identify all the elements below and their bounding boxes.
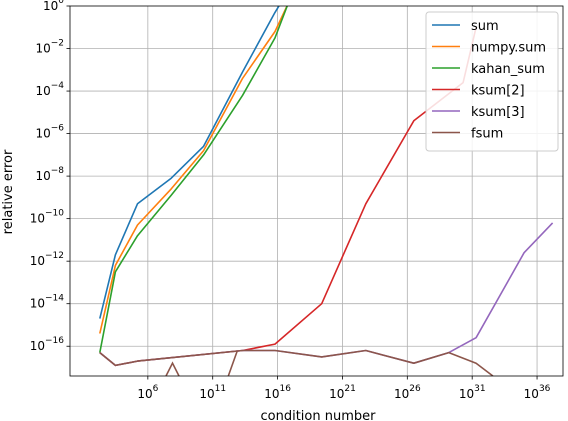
legend-entry: fsum	[471, 127, 503, 142]
x-tick-label: 1021	[329, 384, 356, 401]
legend: sum numpy.sum kahan_sum ksum[2] ksum[3] fsum	[425, 11, 559, 152]
y-tick-label: 10−4	[35, 81, 64, 98]
y-tick-label: 10−2	[35, 39, 64, 56]
x-tick-label: 1026	[394, 384, 421, 401]
legend-entry: ksum[3]	[471, 105, 525, 120]
plot-frame	[69, 5, 564, 377]
y-tick-label: 10−8	[35, 166, 64, 183]
x-tick-label: 1031	[459, 384, 486, 401]
legend-entry: sum	[471, 19, 499, 34]
x-axis-label: condition number	[261, 409, 377, 421]
x-tick-label: 1011	[199, 384, 226, 401]
series-line-0	[99, 6, 280, 319]
series-line-5	[99, 349, 494, 376]
series-line-1	[99, 6, 288, 334]
legend-entry: kahan_sum	[471, 62, 545, 77]
series-line-3	[99, 27, 477, 367]
y-tick-label: 10−6	[35, 124, 64, 141]
y-tick-label: 10−16	[30, 336, 65, 353]
x-axis-ticks: 106 1011 1016 1021 1026 1031 1036	[137, 376, 551, 401]
x-tick-label: 1016	[264, 384, 291, 401]
series-fragment-0	[165, 361, 180, 376]
series-fragment-1	[227, 350, 239, 376]
y-tick-label: 100	[43, 0, 64, 13]
legend-entry: numpy.sum	[471, 41, 546, 56]
y-tick-label: 10−12	[30, 251, 64, 268]
x-tick-label: 106	[137, 384, 158, 401]
y-tick-label: 10−10	[30, 209, 65, 226]
legend-entry: ksum[2]	[471, 84, 525, 99]
y-axis-ticks: 100 10−2 10−4 10−6 10−8 10−10 10−12 10−14 10−16	[30, 0, 70, 353]
y-tick-label: 10−14	[30, 294, 65, 311]
series-line-2	[99, 6, 289, 353]
y-axis-label: relative error	[1, 149, 16, 234]
x-tick-label: 1036	[524, 384, 551, 401]
